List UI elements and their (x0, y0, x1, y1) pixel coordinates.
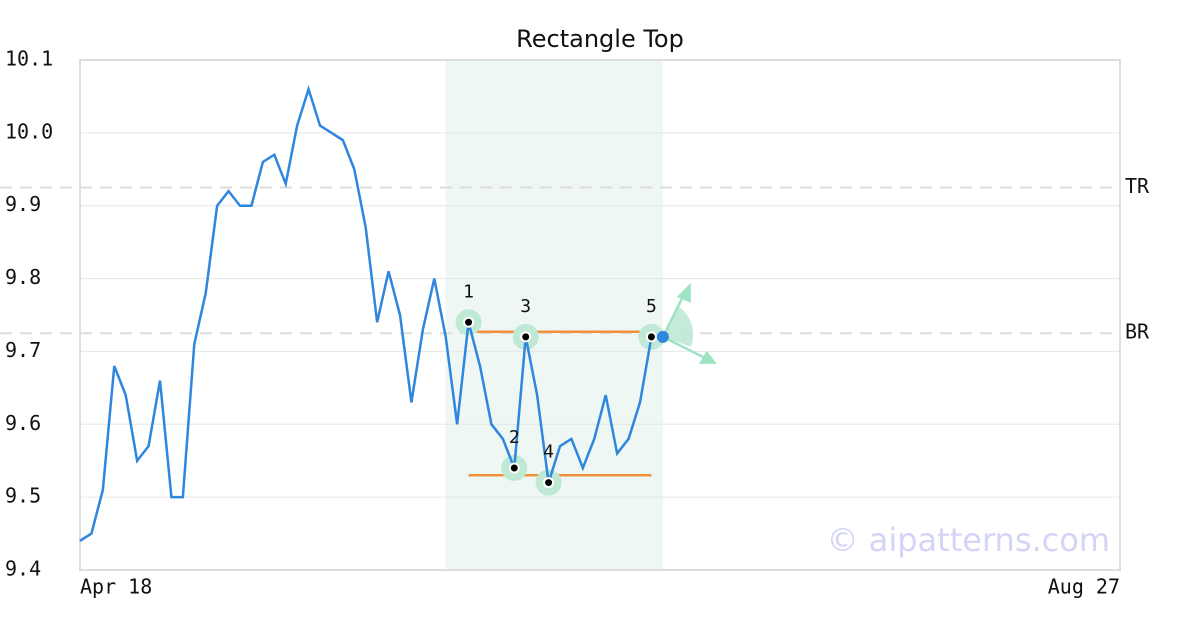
direction-wedge (662, 306, 694, 347)
y-tick-label: 9.7 (5, 338, 41, 362)
pivot-label: 5 (646, 296, 657, 317)
pivot-label: 2 (509, 427, 520, 448)
y-tick-label: 9.9 (5, 192, 41, 216)
price-line (79, 84, 663, 542)
pivot-point (520, 331, 532, 343)
x-tick-label: Aug 27 (1048, 575, 1120, 599)
chart-title: Rectangle Top (516, 25, 684, 53)
plot-frame (79, 59, 1121, 571)
y-tick-label: 9.5 (5, 484, 41, 508)
watermark: © aipatterns.com (827, 521, 1110, 559)
level-label: TR (1125, 174, 1150, 198)
pivot-point (645, 331, 657, 343)
y-tick-label: 10.1 (5, 47, 53, 71)
last-point (656, 330, 669, 343)
y-tick-label: 9.4 (5, 557, 41, 581)
y-tick-label: 9.8 (5, 265, 41, 289)
y-tick-label: 10.0 (5, 119, 53, 143)
pivot-point (508, 462, 520, 474)
pivot-point (543, 477, 555, 489)
plot: 9.4 9.5 9.6 9.7 9.8 9.9 10.0 10.1 Apr 18 Aug 27 TR… (0, 47, 1150, 599)
arrow-head (676, 282, 691, 303)
x-tick-label: Apr 18 (80, 575, 152, 599)
pivot-label: 1 (463, 281, 474, 302)
pivot-point (463, 316, 475, 328)
pivot-label: 4 (543, 442, 554, 463)
y-tick-label: 9.6 (5, 411, 41, 435)
pivot-label: 3 (520, 296, 531, 317)
arrow-head (698, 350, 717, 364)
level-label: BR (1125, 320, 1150, 344)
arrow (662, 335, 712, 362)
